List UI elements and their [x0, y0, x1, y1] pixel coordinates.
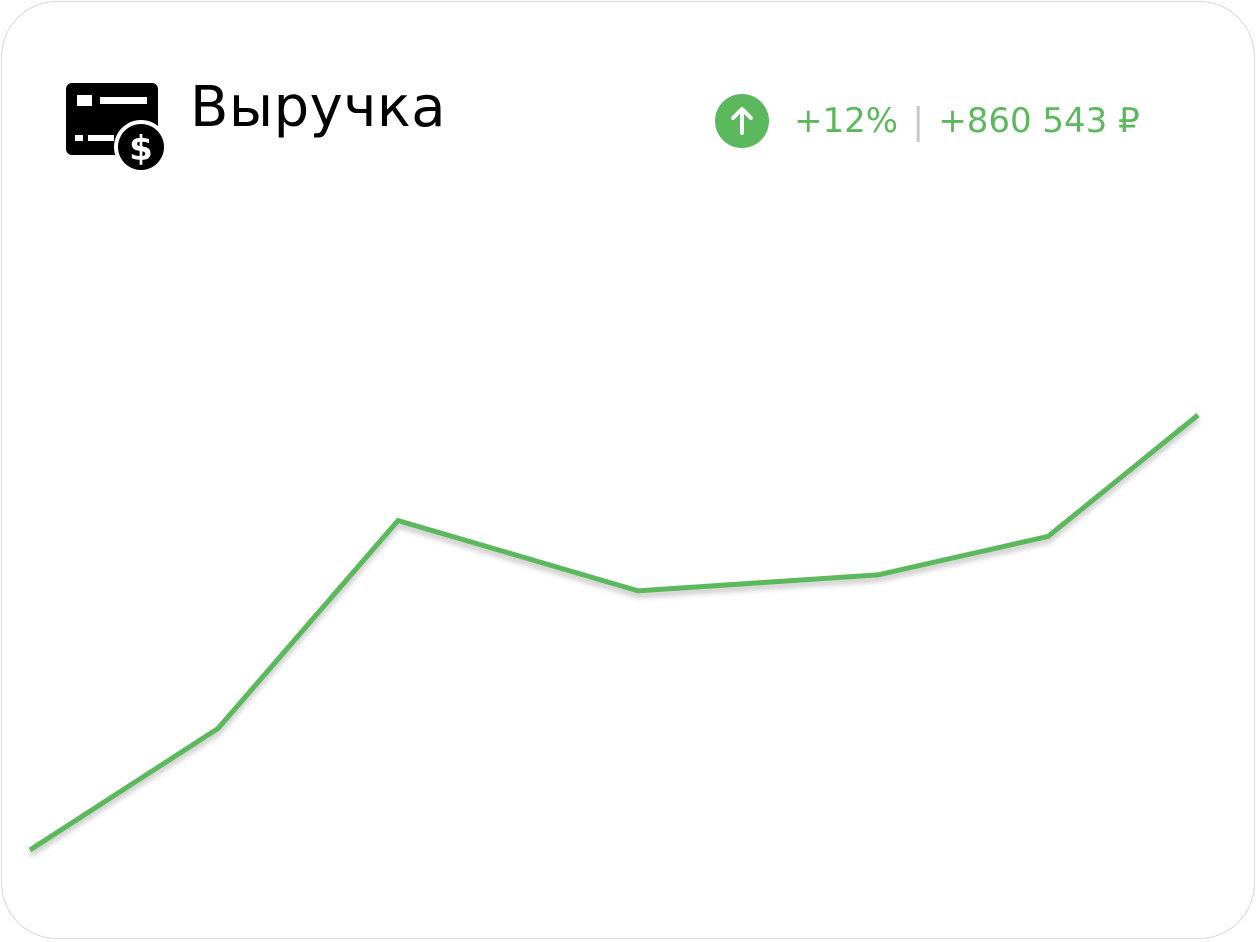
widget-title: Выручка [190, 75, 447, 140]
arrow-up-circle-icon [715, 94, 769, 148]
trend-summary: +12% | +860 543 ₽ [714, 93, 1140, 149]
svg-text:$: $ [129, 129, 153, 169]
chart-series-line [28, 413, 1200, 853]
trend-percent: +12% [794, 101, 899, 141]
revenue-card-dollar-icon: $ [66, 83, 168, 174]
trend-absolute-value: +860 543 ₽ [938, 101, 1140, 141]
trend-separator: | [912, 100, 925, 142]
